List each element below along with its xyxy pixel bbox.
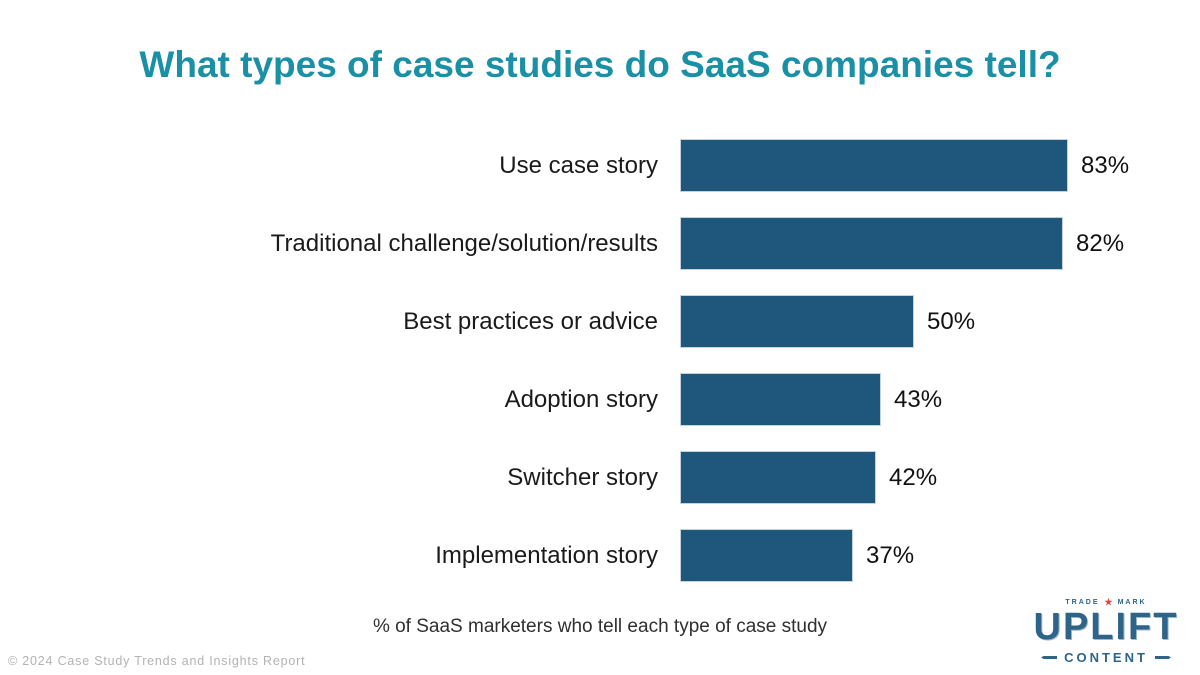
copyright-text: © 2024 Case Study Trends and Insights Re… [8, 654, 306, 668]
logo-subtitle: CONTENT [1064, 650, 1148, 665]
category-label: Implementation story [435, 541, 658, 569]
bar-area: 42% [680, 451, 1200, 504]
value-label: 83% [1081, 151, 1130, 179]
logo-wordmark: UPLIFT [1033, 606, 1179, 649]
bar [680, 529, 853, 582]
bar-row: Switcher story 42% [0, 451, 1200, 504]
bar-area: 43% [680, 373, 1200, 426]
category-label: Use case story [499, 151, 658, 179]
logo-trademark-line: TRADE ★ MARK [1026, 597, 1186, 608]
bar-row: Traditional challenge/solution/results 8… [0, 217, 1200, 270]
bar [680, 373, 881, 426]
value-label: 37% [866, 541, 915, 569]
bar-row: Use case story 83% [0, 139, 1200, 192]
bar [680, 217, 1063, 270]
dash-left-icon [1041, 656, 1058, 659]
value-label: 42% [889, 463, 938, 491]
value-label: 50% [927, 307, 976, 335]
category-label: Switcher story [507, 463, 658, 491]
category-label: Best practices or advice [403, 307, 658, 335]
category-label: Traditional challenge/solution/results [270, 229, 658, 257]
trademark-right-text: MARK [1117, 599, 1147, 607]
bar-chart: Use case story 83% Traditional challenge… [0, 139, 1200, 607]
chart-caption: % of SaaS marketers who tell each type o… [372, 616, 828, 637]
bar-row: Implementation story 37% [0, 529, 1200, 582]
bar-row: Adoption story 43% [0, 373, 1200, 426]
star-icon: ★ [1104, 597, 1113, 608]
bar-area: 37% [680, 529, 1200, 582]
uplift-content-logo: TRADE ★ MARK UPLIFT CONTENT [1026, 597, 1186, 665]
category-label: Adoption story [504, 385, 658, 413]
chart-title: What types of case studies do SaaS compa… [139, 44, 1061, 85]
bar-row: Best practices or advice 50% [0, 295, 1200, 348]
bar-area: 83% [680, 139, 1200, 192]
bar [680, 451, 876, 504]
bar [680, 295, 914, 348]
logo-subtitle-row: CONTENT [1026, 650, 1186, 665]
value-label: 82% [1076, 229, 1125, 257]
dash-right-icon [1155, 656, 1171, 659]
bar [680, 139, 1068, 192]
value-label: 43% [894, 385, 943, 413]
trademark-left-text: TRADE [1065, 599, 1100, 607]
bar-area: 82% [680, 217, 1200, 270]
bar-area: 50% [680, 295, 1200, 348]
